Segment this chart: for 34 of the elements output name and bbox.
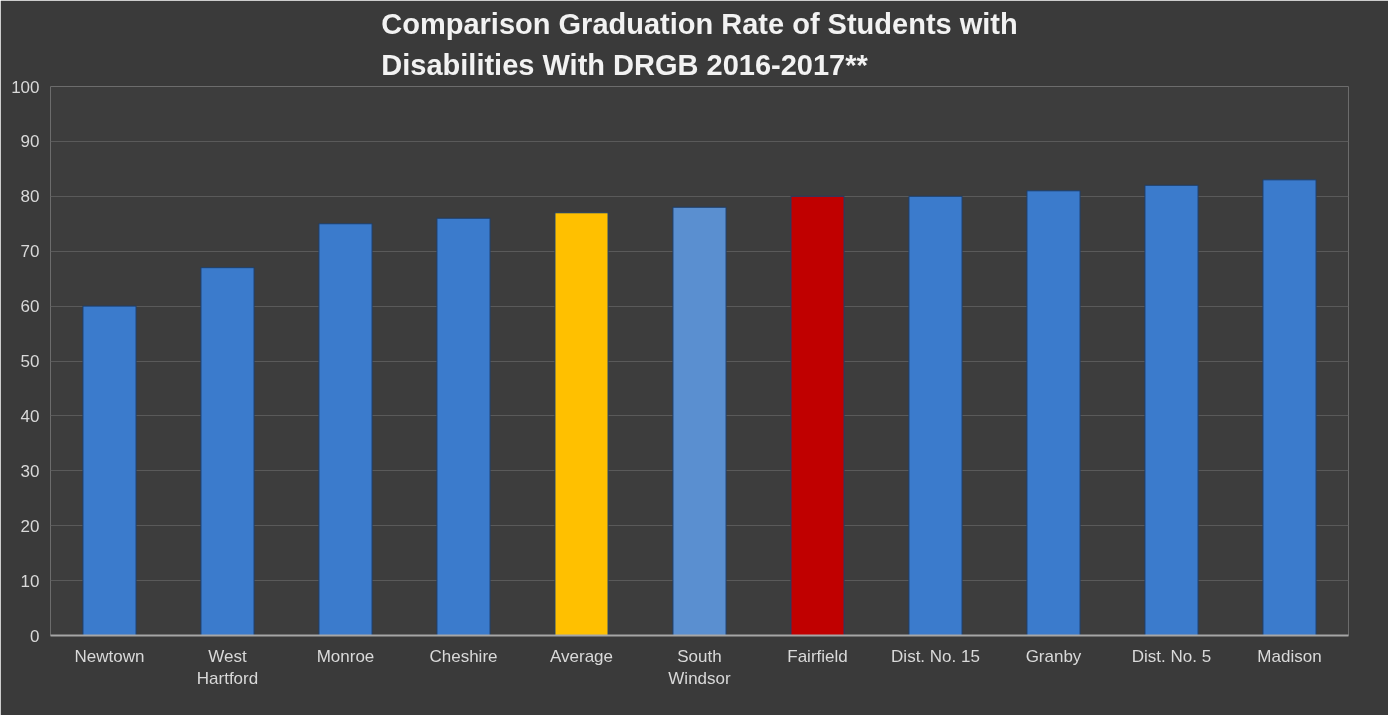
- y-tick-label: 80: [20, 187, 40, 207]
- bar: [82, 305, 137, 636]
- x-tick-label: West Hartford: [196, 646, 259, 689]
- bar: [200, 267, 255, 636]
- y-tick-label: 0: [30, 626, 40, 646]
- bar: [554, 212, 609, 636]
- x-tick-label: South Windsor: [668, 646, 732, 689]
- x-tick-label: Madison: [1257, 646, 1322, 666]
- x-tick-label: Granby: [1025, 646, 1082, 666]
- bar: [1262, 179, 1317, 636]
- bar: [318, 223, 373, 636]
- y-tick-label: 40: [20, 406, 40, 426]
- bar: [672, 206, 727, 636]
- x-tick-label: Newtown: [74, 646, 145, 666]
- bar: [1026, 190, 1081, 636]
- bar: [1144, 184, 1199, 636]
- chart-title: Comparison Graduation Rate of Students with Disabilities With DRGB 2016-2017**: [381, 7, 1018, 82]
- y-tick-label: 20: [20, 516, 40, 536]
- x-tick-label: Cheshire: [429, 646, 498, 666]
- y-tick-label: 70: [20, 242, 40, 262]
- y-tick-label: 60: [20, 297, 40, 317]
- y-tick-label: 50: [20, 352, 40, 371]
- bar: [436, 217, 491, 636]
- x-tick-label: Dist. No. 15: [891, 646, 980, 666]
- y-tick-label: 90: [20, 132, 40, 152]
- y-tick-label: 30: [20, 461, 40, 481]
- x-tick-label: Monroe: [316, 646, 375, 666]
- y-tick-label: 100: [11, 77, 40, 97]
- x-tick-label: Dist. No. 5: [1131, 646, 1212, 666]
- x-tick-label: Fairfield: [787, 646, 848, 666]
- bar: [790, 195, 845, 636]
- y-tick-label: 10: [20, 571, 40, 591]
- bar: [908, 195, 963, 636]
- x-tick-label: Average: [549, 646, 614, 666]
